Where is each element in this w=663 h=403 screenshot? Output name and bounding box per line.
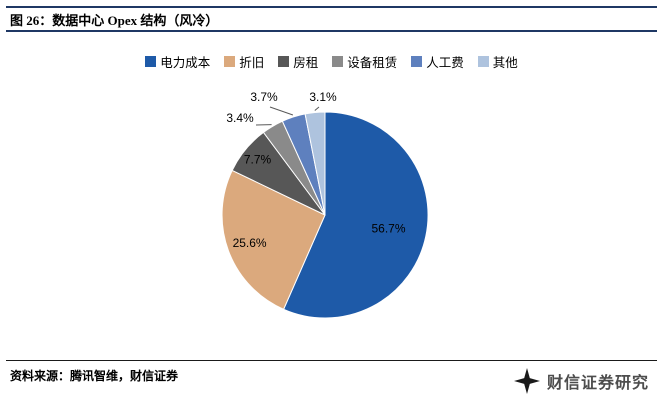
legend-swatch xyxy=(332,56,344,67)
legend-label: 人工费 xyxy=(426,56,464,70)
legend-item-折旧: 折旧 xyxy=(224,52,264,71)
legend-item-设备租赁: 设备租赁 xyxy=(332,52,397,71)
legend-item-电力成本: 电力成本 xyxy=(145,52,210,71)
pie-percent-label: 3.1% xyxy=(309,90,337,104)
legend-label: 电力成本 xyxy=(160,56,211,70)
brand-text: 财信证券研究 xyxy=(546,375,649,392)
pie-percent-label: 3.7% xyxy=(250,90,278,104)
legend-swatch xyxy=(224,56,236,67)
footer-rule xyxy=(6,360,657,361)
pie-percent-label: 56.7% xyxy=(371,221,405,235)
brand-block: 财信证券研究 xyxy=(513,368,649,394)
four-point-star-icon xyxy=(513,368,540,394)
legend-label: 房租 xyxy=(293,56,319,70)
pie-slice-折旧 xyxy=(221,169,326,310)
legend-label: 折旧 xyxy=(239,56,265,70)
figure-title: 图 26：数据中心 Opex 结构（风冷） xyxy=(10,13,219,28)
legend-label: 设备租赁 xyxy=(347,56,398,70)
legend-swatch xyxy=(477,56,489,67)
pie-chart-svg: 56.7% 25.6% 7.7% 3.4% 3.7% 3.1% xyxy=(221,90,429,319)
legend-label: 其他 xyxy=(492,56,518,70)
pie-chart-area: 56.7% 25.6% 7.7% 3.4% 3.7% 3.1% xyxy=(0,75,663,360)
legend-swatch xyxy=(278,56,290,67)
legend-item-其他: 其他 xyxy=(477,52,518,71)
source-note: 资料来源：腾讯智维，财信证券 xyxy=(10,369,179,383)
legend-swatch xyxy=(411,56,423,67)
label-leader-line xyxy=(314,106,320,111)
pie-slice-电力成本 xyxy=(282,111,429,319)
legend-item-人工费: 人工费 xyxy=(411,52,464,71)
header-rule-bottom xyxy=(6,30,657,32)
header-rule-top xyxy=(6,6,657,8)
legend-swatch xyxy=(145,56,157,67)
chart-legend: 电力成本 折旧 房租 设备租赁 人工费 其他 xyxy=(0,52,663,71)
pie-slice-其他 xyxy=(304,111,326,216)
pie-percent-label: 3.4% xyxy=(226,111,254,125)
pie-percent-label: 25.6% xyxy=(233,236,267,250)
pie-percent-label: 7.7% xyxy=(244,152,272,166)
legend-item-房租: 房租 xyxy=(278,52,318,71)
label-leader-line xyxy=(269,106,294,116)
